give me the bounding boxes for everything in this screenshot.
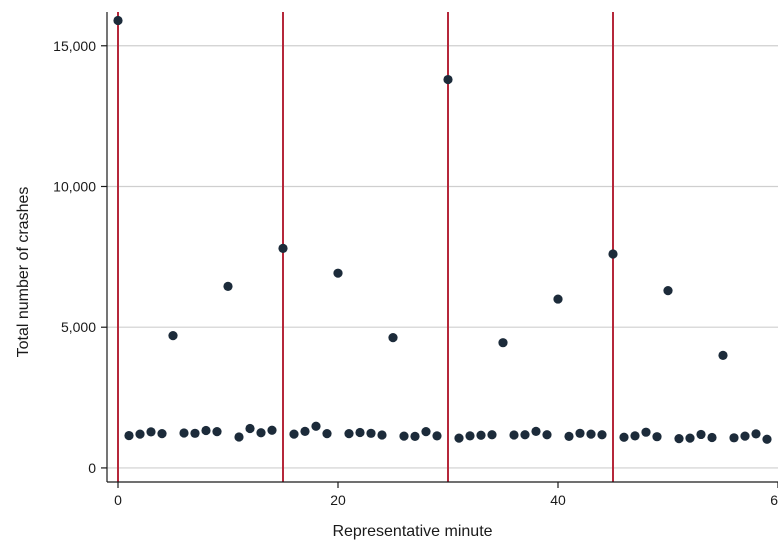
x-axis-title: Representative minute xyxy=(332,523,492,540)
data-point xyxy=(179,428,189,438)
data-point xyxy=(641,427,651,437)
data-point xyxy=(322,428,332,439)
data-point xyxy=(201,425,211,436)
data-point xyxy=(344,428,354,439)
x-tick-label: 40 xyxy=(550,492,566,508)
data-point xyxy=(377,430,387,440)
x-axis-ticks: 0 20 40 60 xyxy=(114,482,778,508)
data-point xyxy=(421,427,431,437)
reference-lines xyxy=(117,12,614,482)
data-point xyxy=(586,429,596,439)
data-point xyxy=(157,428,167,439)
data-point xyxy=(267,425,277,435)
data-point xyxy=(509,430,519,440)
data-point xyxy=(432,431,442,441)
x-tick-label: 20 xyxy=(330,492,346,508)
data-point xyxy=(564,431,574,442)
data-point xyxy=(399,431,409,441)
data-point xyxy=(608,249,618,259)
data-point xyxy=(278,243,288,254)
data-point xyxy=(190,428,200,438)
data-point xyxy=(289,429,299,439)
data-point xyxy=(553,294,563,304)
data-point xyxy=(619,432,629,442)
data-point xyxy=(729,433,739,443)
x-tick-label: 60 xyxy=(770,492,778,508)
data-point xyxy=(498,338,508,348)
data-point xyxy=(234,432,244,442)
data-points xyxy=(113,15,772,444)
data-point xyxy=(223,281,233,292)
data-point xyxy=(388,333,398,343)
data-point xyxy=(355,427,365,438)
data-point xyxy=(245,423,255,434)
data-point xyxy=(597,430,607,440)
data-point xyxy=(256,428,266,438)
data-point xyxy=(674,434,684,444)
data-point xyxy=(168,331,178,341)
data-point xyxy=(542,430,552,440)
data-point xyxy=(113,15,123,26)
data-point xyxy=(751,429,761,439)
y-axis-title: Total number of crashes xyxy=(15,187,32,358)
data-point xyxy=(575,428,585,438)
data-point xyxy=(718,350,728,360)
data-point xyxy=(410,431,420,442)
data-point xyxy=(476,430,486,440)
data-point xyxy=(135,429,145,439)
gridlines xyxy=(107,45,778,469)
data-point xyxy=(443,74,453,85)
data-point xyxy=(531,426,541,436)
data-point xyxy=(311,421,321,431)
y-tick-label: 5,000 xyxy=(61,319,96,335)
data-point xyxy=(124,430,134,441)
data-point xyxy=(696,429,706,440)
y-tick-label: 15,000 xyxy=(53,38,96,54)
data-point xyxy=(707,432,717,443)
data-point xyxy=(520,430,530,440)
data-point xyxy=(630,431,640,441)
data-point xyxy=(487,430,497,440)
data-point xyxy=(333,268,343,278)
data-point xyxy=(454,433,464,443)
data-point xyxy=(300,426,310,436)
data-point xyxy=(740,431,750,441)
data-point xyxy=(212,427,222,437)
data-point xyxy=(663,286,673,296)
y-tick-label: 10,000 xyxy=(53,178,96,194)
data-point xyxy=(762,434,772,444)
data-point xyxy=(146,427,156,437)
data-point xyxy=(465,431,475,441)
axes xyxy=(106,12,778,483)
y-axis-ticks: 0 5,000 10,000 15,000 xyxy=(53,38,107,476)
y-tick-label: 0 xyxy=(88,460,96,476)
data-point xyxy=(652,432,662,442)
x-tick-label: 0 xyxy=(114,492,122,508)
data-point xyxy=(685,433,695,443)
data-point xyxy=(366,428,376,438)
